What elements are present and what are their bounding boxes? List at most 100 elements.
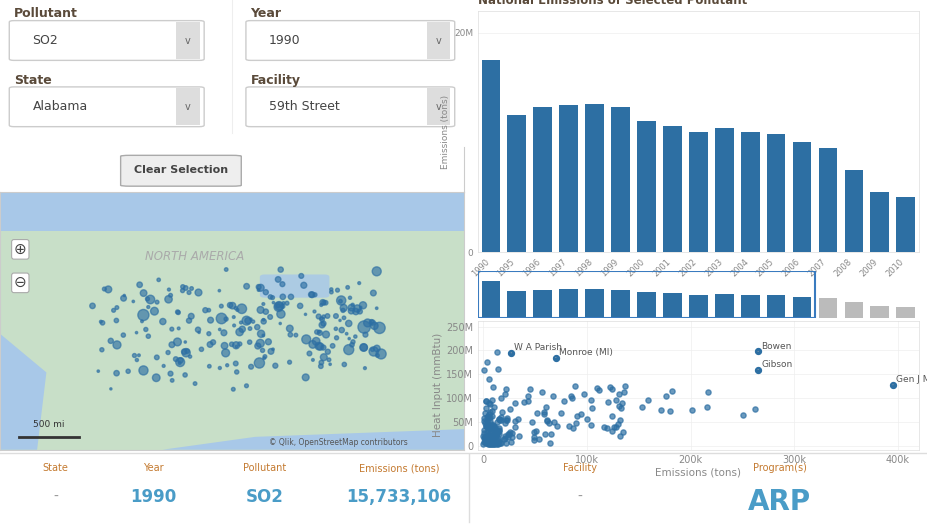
Point	[85, 302, 100, 310]
Point	[699, 402, 714, 411]
Point	[476, 437, 491, 445]
Point	[339, 329, 354, 338]
Point	[298, 310, 312, 319]
Bar	[611, 290, 629, 318]
Polygon shape	[0, 429, 464, 450]
Point	[271, 301, 286, 310]
Point	[487, 426, 502, 434]
Point	[151, 276, 166, 284]
Point	[226, 321, 241, 330]
Point	[662, 406, 677, 414]
Point	[527, 436, 541, 444]
Point	[160, 348, 175, 357]
Text: Monroe (MI): Monroe (MI)	[555, 348, 612, 358]
Point	[499, 416, 514, 424]
Point	[477, 433, 492, 441]
Point	[182, 288, 197, 297]
Bar	[818, 148, 836, 252]
Text: Clear Selection: Clear Selection	[133, 165, 228, 175]
Point	[480, 412, 495, 420]
Point	[479, 434, 494, 443]
Point	[177, 348, 192, 356]
Point	[565, 423, 579, 432]
Point	[369, 304, 384, 312]
Point	[202, 340, 217, 349]
Point	[94, 318, 108, 326]
Text: 500 mi: 500 mi	[33, 420, 64, 429]
Point	[612, 432, 627, 441]
Point	[493, 394, 508, 402]
Point	[482, 425, 497, 433]
Point	[116, 331, 131, 339]
Point	[165, 376, 180, 385]
Point	[229, 368, 244, 376]
Point	[356, 343, 371, 351]
Point	[170, 308, 184, 316]
Point	[253, 284, 268, 292]
Point	[491, 435, 506, 443]
Point	[488, 427, 502, 435]
Point	[304, 290, 319, 299]
Text: Alabama: Alabama	[32, 100, 88, 113]
Point	[614, 398, 629, 407]
Point	[484, 396, 499, 404]
Point	[489, 430, 503, 438]
Point	[263, 347, 278, 356]
Point	[481, 423, 496, 432]
Bar	[559, 105, 578, 252]
Point	[604, 385, 619, 393]
Point	[344, 307, 359, 315]
Point	[163, 369, 178, 378]
Point	[307, 290, 322, 299]
Point	[485, 440, 500, 448]
Point	[476, 426, 491, 434]
Point	[332, 316, 347, 325]
Point	[333, 297, 348, 306]
Point	[499, 413, 514, 422]
Point	[311, 342, 326, 350]
Point	[615, 428, 629, 437]
Text: Bowen: Bowen	[757, 342, 791, 351]
Text: v: v	[435, 35, 441, 46]
Point	[109, 369, 124, 377]
Point	[602, 383, 616, 391]
Point	[182, 317, 197, 325]
Point	[477, 404, 492, 412]
Point	[483, 440, 498, 449]
Point	[486, 439, 501, 448]
Point	[493, 439, 508, 447]
Point	[256, 316, 271, 324]
Point	[170, 338, 184, 346]
Point	[132, 351, 146, 359]
Point	[481, 410, 496, 418]
Point	[493, 413, 508, 421]
Point	[197, 306, 212, 315]
Point	[488, 422, 502, 431]
Point	[252, 359, 267, 367]
Bar	[559, 289, 578, 318]
Point	[275, 292, 290, 301]
Text: Pollutant: Pollutant	[14, 7, 78, 21]
Point	[510, 414, 525, 423]
Point	[341, 319, 356, 328]
Point	[489, 429, 503, 438]
Point	[126, 297, 141, 306]
Text: -: -	[53, 490, 58, 504]
Point	[232, 328, 247, 336]
Point	[183, 352, 197, 361]
Point	[172, 359, 187, 367]
Point	[312, 329, 327, 337]
Point	[273, 266, 287, 274]
Point	[486, 439, 501, 448]
Point	[599, 424, 614, 432]
Point	[481, 433, 496, 442]
Point	[116, 294, 131, 302]
Point	[334, 326, 349, 335]
Point	[527, 428, 541, 436]
Point	[250, 342, 265, 350]
Point	[490, 439, 505, 447]
Bar	[792, 297, 810, 318]
Point	[234, 318, 248, 327]
Point	[477, 422, 492, 430]
Point	[481, 430, 496, 438]
